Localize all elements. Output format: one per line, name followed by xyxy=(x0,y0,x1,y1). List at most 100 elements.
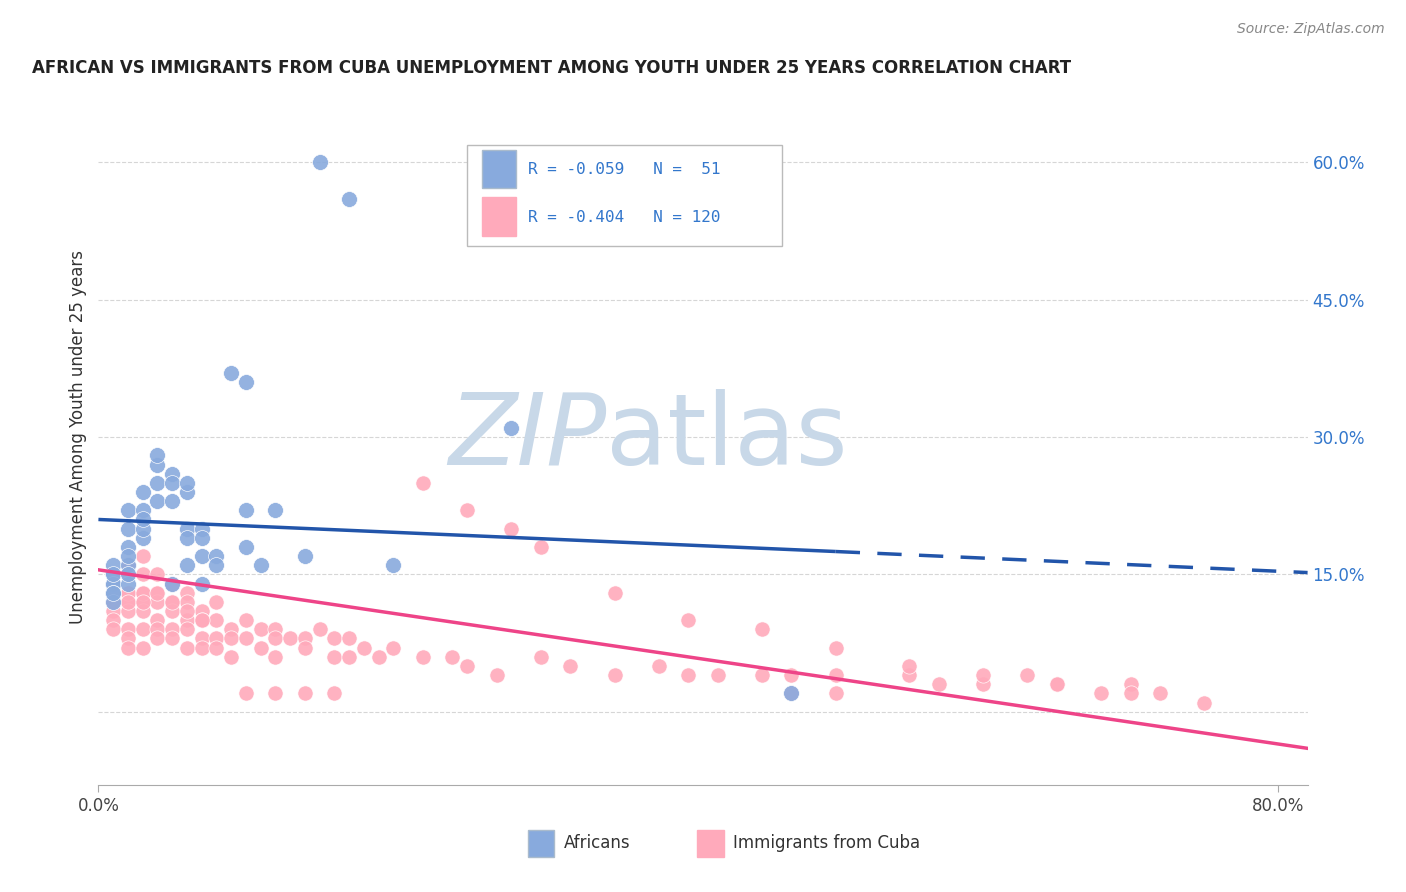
Point xyxy=(146,595,169,609)
Point xyxy=(308,155,330,169)
Point xyxy=(678,668,700,682)
Point xyxy=(101,613,124,627)
Point xyxy=(648,659,671,673)
Point xyxy=(1046,677,1069,691)
Point xyxy=(101,558,124,573)
Point xyxy=(117,567,139,582)
Point xyxy=(146,475,169,490)
Point xyxy=(176,585,198,599)
Point xyxy=(264,623,287,637)
Point xyxy=(146,449,169,463)
Point xyxy=(294,549,316,563)
Point xyxy=(190,613,212,627)
Point xyxy=(117,623,139,637)
Point xyxy=(101,595,124,609)
Point xyxy=(146,585,169,599)
Point xyxy=(176,522,198,536)
Point xyxy=(190,522,212,536)
Point xyxy=(412,649,434,664)
Point xyxy=(146,613,169,627)
Point xyxy=(146,567,169,582)
Point xyxy=(101,623,124,637)
Point xyxy=(898,659,921,673)
Point xyxy=(176,475,198,490)
Point xyxy=(131,595,153,609)
Point xyxy=(101,595,124,609)
Point xyxy=(176,623,198,637)
Point xyxy=(146,494,169,508)
Point xyxy=(382,640,405,655)
Point xyxy=(235,613,257,627)
Point xyxy=(176,558,198,573)
Point xyxy=(205,595,228,609)
Point xyxy=(824,668,846,682)
Point xyxy=(501,421,523,435)
Point xyxy=(294,632,316,646)
Point xyxy=(101,567,124,582)
Point xyxy=(294,686,316,700)
Point xyxy=(530,649,553,664)
Point xyxy=(456,503,478,517)
Point xyxy=(1194,696,1216,710)
Point xyxy=(176,613,198,627)
Point xyxy=(456,659,478,673)
Point xyxy=(264,632,287,646)
Point xyxy=(117,558,139,573)
Point xyxy=(131,503,153,517)
Point xyxy=(131,585,153,599)
Point xyxy=(485,668,508,682)
Point xyxy=(131,604,153,618)
Point xyxy=(972,677,994,691)
Text: atlas: atlas xyxy=(606,389,848,485)
Point xyxy=(101,585,124,599)
Point xyxy=(160,595,183,609)
Point xyxy=(264,649,287,664)
Point xyxy=(101,576,124,591)
Point xyxy=(205,558,228,573)
Point xyxy=(235,375,257,389)
Point xyxy=(205,549,228,563)
Point xyxy=(972,668,994,682)
Point xyxy=(190,549,212,563)
Point xyxy=(1090,686,1112,700)
Point xyxy=(530,540,553,554)
Point xyxy=(1017,668,1039,682)
Point xyxy=(176,485,198,500)
Point xyxy=(337,632,360,646)
Y-axis label: Unemployment Among Youth under 25 years: Unemployment Among Youth under 25 years xyxy=(69,250,87,624)
Point xyxy=(824,640,846,655)
Point xyxy=(323,632,346,646)
Point xyxy=(146,458,169,472)
Point xyxy=(412,475,434,490)
Point xyxy=(751,668,773,682)
Point xyxy=(160,494,183,508)
Point xyxy=(678,613,700,627)
Point xyxy=(101,585,124,599)
Point xyxy=(235,540,257,554)
Point xyxy=(190,531,212,545)
Point xyxy=(706,668,728,682)
Point xyxy=(117,595,139,609)
Point xyxy=(264,503,287,517)
Bar xyxy=(467,145,782,245)
Point xyxy=(249,623,271,637)
Point xyxy=(219,632,242,646)
Text: Source: ZipAtlas.com: Source: ZipAtlas.com xyxy=(1237,22,1385,37)
Point xyxy=(1149,686,1171,700)
Point xyxy=(382,558,405,573)
Point xyxy=(117,540,139,554)
Point xyxy=(1119,686,1142,700)
Point xyxy=(131,512,153,526)
Point xyxy=(353,640,375,655)
Point xyxy=(1119,677,1142,691)
Point xyxy=(898,668,921,682)
Point xyxy=(367,649,389,664)
Point xyxy=(176,604,198,618)
Bar xyxy=(527,830,554,856)
Point xyxy=(101,585,124,599)
Text: ZIP: ZIP xyxy=(449,389,606,485)
Point xyxy=(337,649,360,664)
Point xyxy=(928,677,950,691)
Point xyxy=(249,558,271,573)
Text: Immigrants from Cuba: Immigrants from Cuba xyxy=(734,834,921,853)
